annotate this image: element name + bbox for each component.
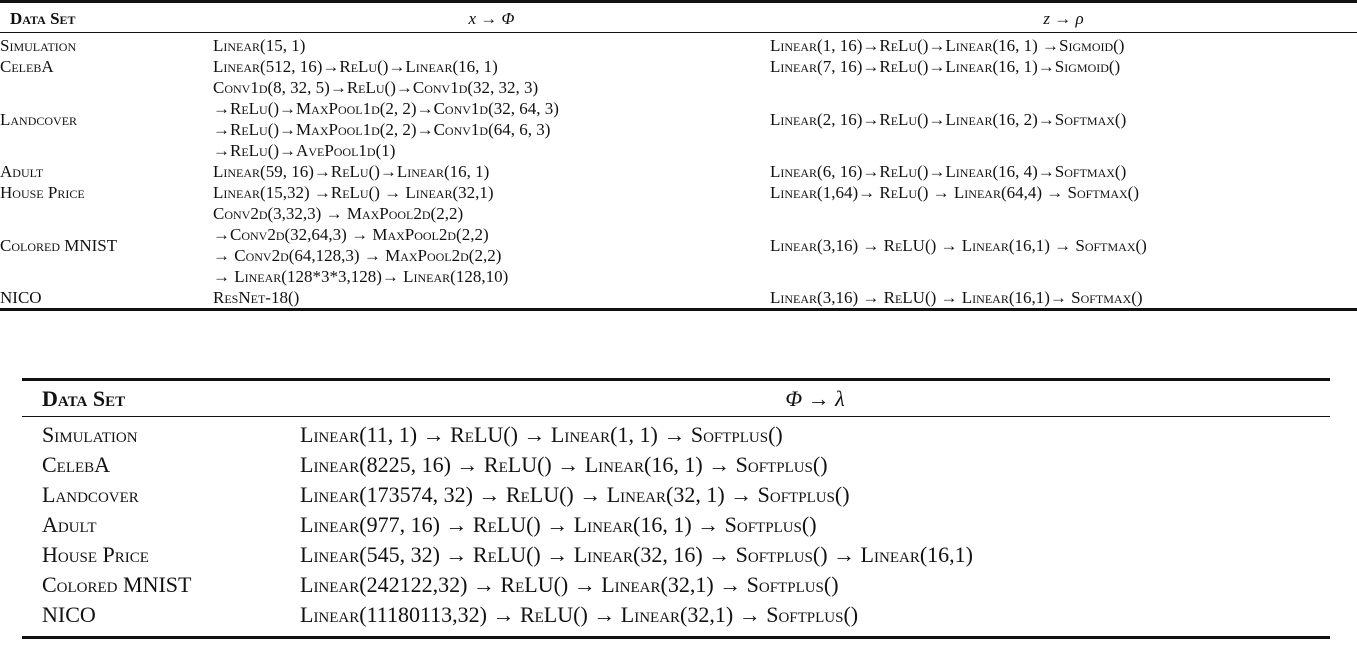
architecture-table-lambda: Data Set Φ → λ Simulation Linear(11, 1) →…: [22, 378, 1330, 639]
phi-line: →ReLu()→MaxPool1d(2, 2)→Conv1d(64, 6, 3): [213, 120, 551, 139]
header-x-phi: x → Φ: [213, 1, 770, 33]
phi-line: Conv1d(8, 32, 5)→ReLu()→Conv1d(32, 32, 3…: [213, 78, 539, 97]
dataset-cell: CelebA: [42, 452, 111, 477]
phi-line: Linear(512, 16)→ReLu()→Linear(16, 1): [213, 57, 498, 76]
phi-to-lambda-cell: Linear(242122,32) → ReLU() → Linear(32,1…: [300, 572, 839, 597]
dataset-cell: Colored MNIST: [42, 572, 192, 597]
table-row: CelebA Linear(8225, 16) → ReLU() → Linear…: [22, 450, 1330, 480]
phi-line: ResNet-18(): [213, 288, 300, 307]
table-row: House Price Linear(545, 32) → ReLU() → Li…: [22, 540, 1330, 570]
table-row: Adult Linear(977, 16) → ReLU() → Linear(1…: [22, 510, 1330, 540]
dataset-cell: Landcover: [42, 482, 139, 507]
table-row: Adult Linear(59, 16)→ReLu()→Linear(16, 1)…: [0, 161, 1357, 182]
phi-to-lambda-cell: Linear(545, 32) → ReLU() → Linear(32, 16…: [300, 542, 973, 567]
dataset-cell: NICO: [0, 288, 42, 307]
x-to-phi-cell: ResNet-18(): [213, 287, 770, 310]
x-to-phi-cell: Linear(15,32) →ReLu() → Linear(32,1): [213, 182, 770, 203]
dataset-cell: CelebA: [0, 57, 54, 76]
z-to-rho-cell: Linear(7, 16)→ReLu()→Linear(16, 1)→Sigmo…: [770, 57, 1121, 76]
header-dataset: Data Set: [0, 1, 213, 33]
phi-to-lambda-cell: Linear(173574, 32) → ReLU() → Linear(32,…: [300, 482, 850, 507]
header-row: Data Set x → Φ z → ρ: [0, 1, 1357, 33]
phi-line: Linear(59, 16)→ReLu()→Linear(16, 1): [213, 162, 490, 181]
phi-line: Linear(15,32) →ReLu() → Linear(32,1): [213, 183, 494, 202]
table-row: House Price Linear(15,32) →ReLu() → Linea…: [0, 182, 1357, 203]
header-phi-lambda: Φ → λ: [300, 379, 1330, 417]
phi-line: →ReLu()→MaxPool1d(2, 2)→Conv1d(32, 64, 3…: [213, 99, 559, 118]
phi-to-lambda-cell: Linear(11, 1) → ReLU() → Linear(1, 1) → …: [300, 422, 783, 447]
architecture-table-encoder: Data Set x → Φ z → ρ Simulation Linear(15…: [0, 0, 1357, 311]
phi-line: Linear(15, 1): [213, 36, 306, 55]
z-to-rho-cell: Linear(3,16) → ReLU() → Linear(16,1)→ So…: [770, 288, 1143, 307]
phi-to-lambda-cell: Linear(11180113,32) → ReLU() → Linear(32…: [300, 602, 859, 627]
x-to-phi-cell: Conv2d(3,32,3) → MaxPool2d(2,2) →Conv2d(3…: [213, 203, 770, 287]
phi-to-lambda-cell: Linear(8225, 16) → ReLU() → Linear(16, 1…: [300, 452, 828, 477]
phi-to-lambda-cell: Linear(977, 16) → ReLU() → Linear(16, 1)…: [300, 512, 817, 537]
dataset-cell: NICO: [42, 602, 96, 627]
z-to-rho-cell: Linear(3,16) → ReLU() → Linear(16,1) → S…: [770, 235, 1147, 255]
table-row: NICO Linear(11180113,32) → ReLU() → Linea…: [22, 600, 1330, 638]
dataset-cell: House Price: [42, 542, 149, 567]
header-dataset: Data Set: [22, 379, 300, 417]
phi-line: Conv2d(3,32,3) → MaxPool2d(2,2): [213, 204, 464, 223]
x-to-phi-cell: Linear(15, 1): [213, 33, 770, 57]
x-to-phi-cell: Conv1d(8, 32, 5)→ReLu()→Conv1d(32, 32, 3…: [213, 77, 770, 161]
table-row: Simulation Linear(15, 1) Linear(1, 16)→ReL…: [0, 33, 1357, 57]
dataset-cell: Simulation: [0, 36, 77, 55]
dataset-cell: House Price: [0, 183, 85, 202]
dataset-cell: Landcover: [0, 109, 78, 129]
x-to-phi-cell: Linear(59, 16)→ReLu()→Linear(16, 1): [213, 161, 770, 182]
table-row: Simulation Linear(11, 1) → ReLU() → Linea…: [22, 417, 1330, 451]
dataset-cell: Adult: [0, 162, 44, 181]
table-row: Landcover Linear(173574, 32) → ReLU() → L…: [22, 480, 1330, 510]
table-row: CelebA Linear(512, 16)→ReLu()→Linear(16, …: [0, 56, 1357, 77]
phi-line: →Conv2d(32,64,3) → MaxPool2d(2,2): [213, 225, 489, 244]
z-to-rho-cell: Linear(6, 16)→ReLu()→Linear(16, 4)→Softm…: [770, 162, 1127, 181]
header-z-rho: z → ρ: [770, 1, 1357, 33]
z-to-rho-cell: Linear(2, 16)→ReLu()→Linear(16, 2)→Softm…: [770, 109, 1127, 129]
x-to-phi-cell: Linear(512, 16)→ReLu()→Linear(16, 1): [213, 56, 770, 77]
dataset-cell: Simulation: [42, 422, 138, 447]
dataset-cell: Colored MNIST: [0, 235, 118, 255]
phi-line: → Linear(128*3*3,128)→ Linear(128,10): [213, 267, 509, 286]
table-row: Landcover Conv1d(8, 32, 5)→ReLu()→Conv1d(…: [0, 77, 1357, 161]
table-row: NICO ResNet-18() Linear(3,16) → ReLU() → L…: [0, 287, 1357, 310]
phi-line: →ReLu()→AvePool1d(1): [213, 141, 396, 160]
phi-line: → Conv2d(64,128,3) → MaxPool2d(2,2): [213, 246, 502, 265]
z-to-rho-cell: Linear(1, 16)→ReLu()→Linear(16, 1) →Sigm…: [770, 36, 1125, 55]
dataset-cell: Adult: [42, 512, 97, 537]
header-row: Data Set Φ → λ: [22, 379, 1330, 417]
table-row: Colored MNIST Conv2d(3,32,3) → MaxPool2d(…: [0, 203, 1357, 287]
table-row: Colored MNIST Linear(242122,32) → ReLU() …: [22, 570, 1330, 600]
z-to-rho-cell: Linear(1,64)→ ReLu() → Linear(64,4) → So…: [770, 183, 1139, 202]
